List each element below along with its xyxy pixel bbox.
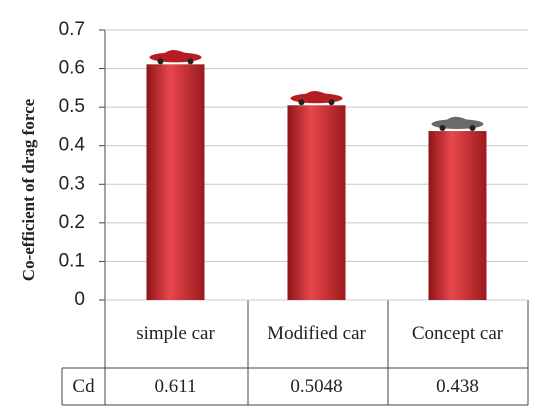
- category-label: simple car: [115, 300, 236, 368]
- car-part: [299, 99, 305, 105]
- bar: [429, 131, 487, 300]
- car-icon: [432, 117, 484, 131]
- category-label: Modified car: [256, 300, 377, 368]
- chart: Co-efficient of drag force 0 0.1 0.2 0.3 0.4…: [0, 0, 551, 411]
- car-icon: [291, 91, 343, 105]
- car-part: [188, 58, 194, 64]
- car-part: [432, 119, 484, 129]
- y-tick-label: 0.3: [59, 173, 85, 194]
- car-part: [329, 99, 335, 105]
- y-tick-label: 0.2: [59, 212, 85, 233]
- car-part: [470, 125, 476, 131]
- car-part: [440, 125, 446, 131]
- y-axis-label: Co-efficient of drag force: [19, 98, 38, 281]
- bar: [288, 105, 346, 300]
- car-part: [291, 93, 343, 103]
- table-value: 0.611: [105, 368, 246, 405]
- bar: [147, 64, 205, 300]
- table-value: 0.438: [387, 368, 528, 405]
- table-value: 0.5048: [246, 368, 387, 405]
- car-icon: [150, 50, 202, 64]
- y-tick-label: 0.7: [59, 19, 85, 40]
- category-label: Concept car: [397, 300, 518, 368]
- y-tick-label: 0: [74, 289, 85, 310]
- y-tick-label: 0.1: [59, 250, 85, 271]
- car-part: [158, 58, 164, 64]
- y-tick-label: 0.6: [59, 58, 85, 79]
- legend-entry: Cd: [62, 368, 105, 405]
- y-tick-label: 0.5: [59, 96, 85, 117]
- y-tick-label: 0.4: [59, 135, 86, 156]
- car-part: [150, 52, 202, 62]
